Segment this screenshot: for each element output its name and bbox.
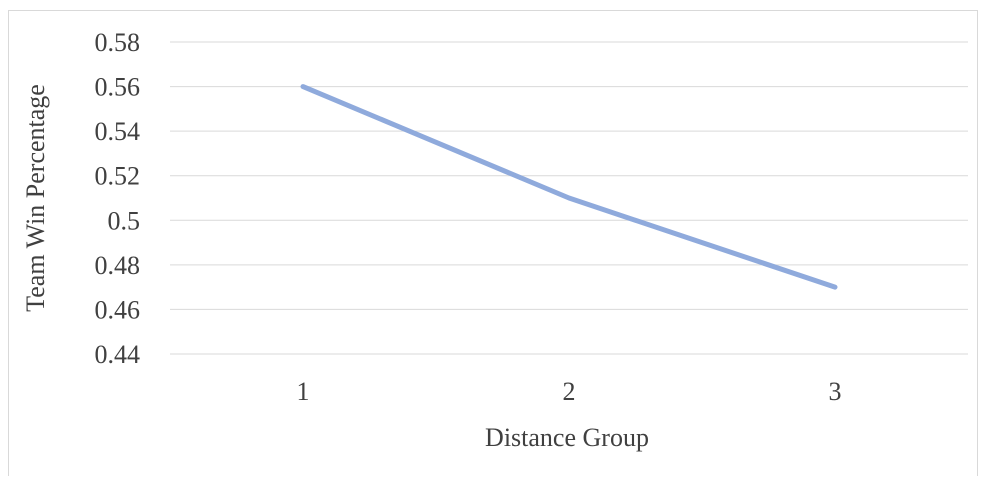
x-tick-label: 2 [563, 377, 576, 406]
x-axis-ticks: 1 2 3 [297, 377, 842, 406]
series-line [300, 84, 838, 290]
y-tick-label: 0.5 [108, 206, 141, 235]
y-tick-label: 0.56 [95, 73, 141, 102]
y-tick-label: 0.52 [95, 162, 141, 191]
y-tick-label: 0.54 [95, 117, 141, 146]
y-tick-label: 0.48 [95, 251, 141, 280]
y-axis-ticks: 0.44 0.46 0.48 0.5 0.52 0.54 0.56 0.58 [95, 28, 141, 369]
y-tick-label: 0.58 [95, 28, 141, 57]
series-lines [300, 84, 838, 290]
y-axis-title: Team Win Percentage [21, 84, 50, 312]
chart-border [8, 10, 978, 476]
x-tick-label: 3 [829, 377, 842, 406]
x-tick-label: 1 [297, 377, 310, 406]
y-tick-label: 0.44 [95, 340, 141, 369]
x-axis-title: Distance Group [485, 423, 649, 452]
y-tick-label: 0.46 [95, 295, 141, 324]
gridlines [170, 41, 968, 355]
